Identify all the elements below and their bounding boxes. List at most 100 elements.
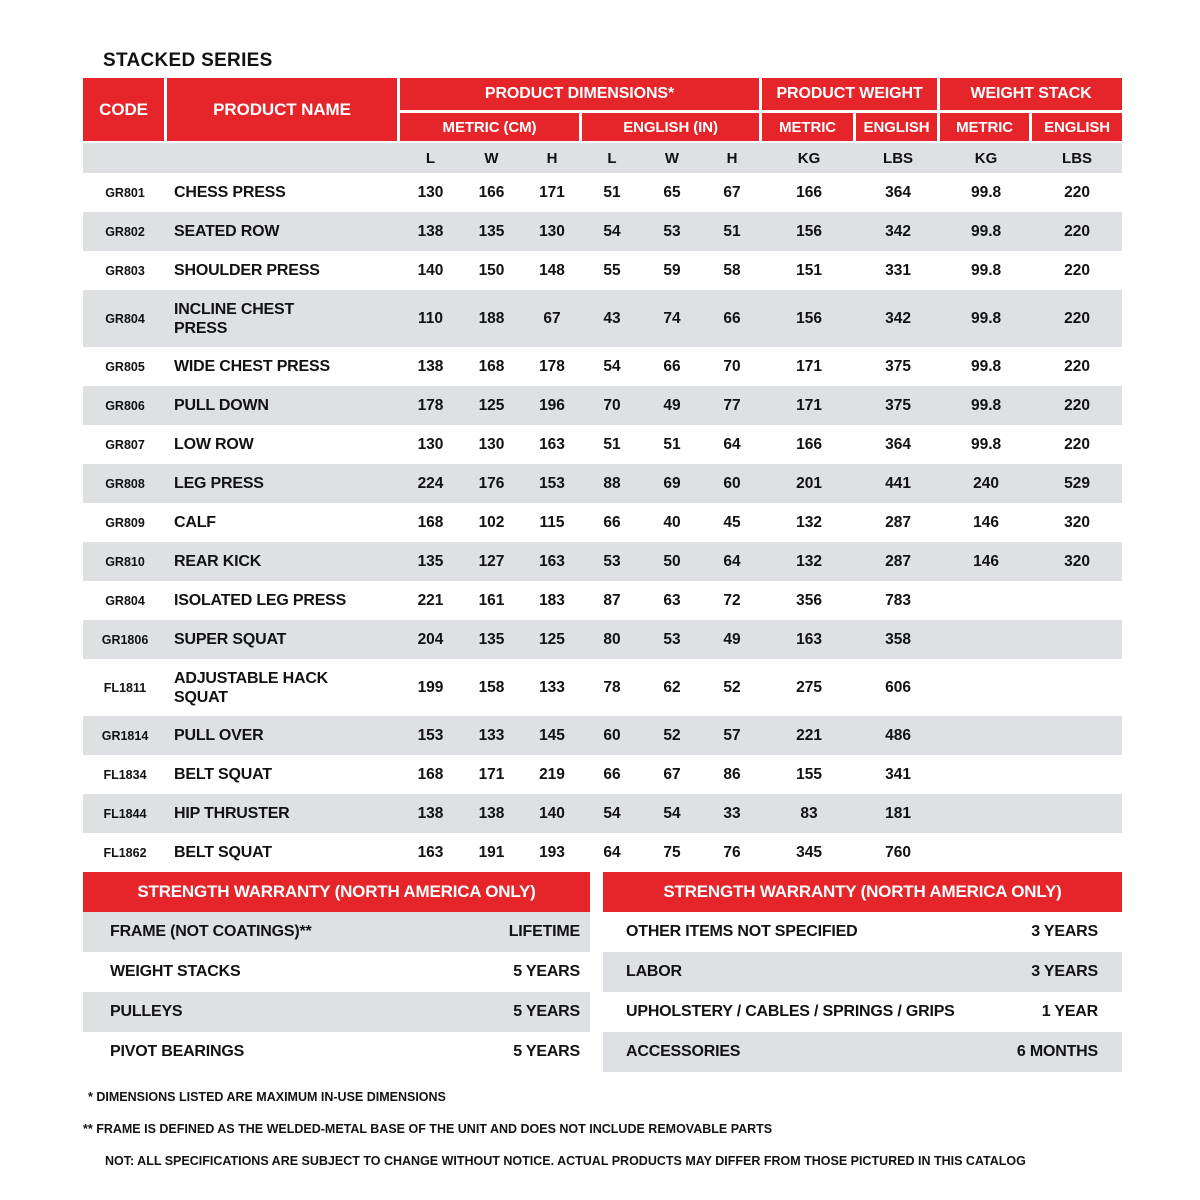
warranty-right-header: STRENGTH WARRANTY (NORTH AMERICA ONLY) — [603, 872, 1122, 912]
spec-value: 155 — [762, 755, 857, 794]
spec-value: 486 — [856, 716, 941, 755]
spec-value: 65 — [642, 173, 702, 212]
spec-value: 78 — [582, 659, 642, 716]
col-header-stack-metric: METRIC — [940, 113, 1033, 143]
warranty-item-label: ACCESSORIES — [626, 1043, 741, 1060]
spec-value: 168 — [400, 503, 461, 542]
spec-value: 54 — [582, 347, 642, 386]
product-name: LEG PRESS — [167, 464, 400, 503]
spec-value: 102 — [461, 503, 522, 542]
spec-value: 77 — [702, 386, 763, 425]
spec-value: 63 — [642, 581, 702, 620]
spec-value: 33 — [702, 794, 763, 833]
spec-value — [1032, 794, 1123, 833]
spec-value: 342 — [856, 290, 941, 347]
spec-value: 161 — [461, 581, 522, 620]
warranty-item-label: WEIGHT STACKS — [110, 963, 241, 980]
page-title: STACKED SERIES — [103, 50, 273, 71]
spec-value: 53 — [642, 212, 702, 251]
spec-value: 133 — [461, 716, 522, 755]
spec-value: 58 — [702, 251, 763, 290]
product-name: WIDE CHEST PRESS — [167, 347, 400, 386]
spec-value: 181 — [856, 794, 941, 833]
spec-value: 127 — [461, 542, 522, 581]
spec-value: 156 — [762, 212, 857, 251]
spec-value: 178 — [522, 347, 582, 386]
spec-value — [1032, 755, 1123, 794]
spec-value: 219 — [522, 755, 582, 794]
spec-value: 356 — [762, 581, 857, 620]
spec-value: 138 — [461, 794, 522, 833]
spec-value: 275 — [762, 659, 857, 716]
subheader-weight-kg: KG — [762, 143, 857, 173]
warranty-row: FRAME (NOT COATINGS)** LIFETIME — [83, 912, 590, 952]
table-row: GR805 WIDE CHEST PRESS 138 168 178 54 66 70 171 3… — [83, 347, 1123, 386]
warranty-section: STRENGTH WARRANTY (NORTH AMERICA ONLY) F… — [83, 872, 1122, 1072]
product-name: SEATED ROW — [167, 212, 400, 251]
spec-value: 74 — [642, 290, 702, 347]
table-row: GR802 SEATED ROW 138 135 130 54 53 51 156 342 99.8… — [83, 212, 1123, 251]
spec-value: 191 — [461, 833, 522, 872]
product-code: GR805 — [83, 347, 167, 386]
table-row: GR807 LOW ROW 130 130 163 51 51 64 166 364 99.8 220 — [83, 425, 1123, 464]
spec-value: 51 — [642, 425, 702, 464]
spec-value: 110 — [400, 290, 461, 347]
spec-value: 220 — [1032, 347, 1123, 386]
spec-value: 342 — [856, 212, 941, 251]
spec-value — [940, 833, 1033, 872]
product-code: GR801 — [83, 173, 167, 212]
spec-value: 115 — [522, 503, 582, 542]
spec-value: 99.8 — [940, 173, 1033, 212]
product-code: GR1806 — [83, 620, 167, 659]
spec-value: 201 — [762, 464, 857, 503]
warranty-row: ACCESSORIES 6 MONTHS — [603, 1032, 1122, 1072]
spec-value: 40 — [642, 503, 702, 542]
warranty-row: UPHOLSTERY / CABLES / SPRINGS / GRIPS 1 Y… — [603, 992, 1122, 1032]
table-row: FL1811 ADJUSTABLE HACK SQUAT 199 158 133 78 62… — [83, 659, 1123, 716]
spec-value: 70 — [702, 347, 763, 386]
spec-value: 183 — [522, 581, 582, 620]
subheader-stack-kg: KG — [940, 143, 1033, 173]
subheader-w-in: W — [642, 143, 702, 173]
product-name: ADJUSTABLE HACK SQUAT — [167, 659, 400, 716]
table-row: GR801 CHESS PRESS 130 166 171 51 65 67 166 364 99.… — [83, 173, 1123, 212]
product-code: FL1862 — [83, 833, 167, 872]
spec-value: 72 — [702, 581, 763, 620]
table-row: GR809 CALF 168 102 115 66 40 45 132 287 146 320 — [83, 503, 1123, 542]
spec-value: 49 — [702, 620, 763, 659]
col-header-weight-stack: WEIGHT STACK — [940, 78, 1123, 113]
spec-value: 130 — [522, 212, 582, 251]
spec-value: 156 — [762, 290, 857, 347]
spec-value: 60 — [702, 464, 763, 503]
spec-value: 60 — [582, 716, 642, 755]
spec-value: 51 — [702, 212, 763, 251]
warranty-left-header: STRENGTH WARRANTY (NORTH AMERICA ONLY) — [83, 872, 590, 912]
product-code: GR802 — [83, 212, 167, 251]
footnote-frame: ** FRAME IS DEFINED AS THE WELDED-METAL … — [83, 1122, 773, 1136]
spec-value: 163 — [522, 542, 582, 581]
product-name: BELT SQUAT — [167, 833, 400, 872]
spec-value: 220 — [1032, 251, 1123, 290]
spec-value: 99.8 — [940, 251, 1033, 290]
warranty-item-label: UPHOLSTERY / CABLES / SPRINGS / GRIPS — [626, 1003, 955, 1020]
footnotes: * DIMENSIONS LISTED ARE MAXIMUM IN-USE D… — [83, 1090, 1122, 1168]
product-code: FL1844 — [83, 794, 167, 833]
subheader-stack-lbs: LBS — [1032, 143, 1123, 173]
warranty-item-label: PULLEYS — [110, 1003, 183, 1020]
spec-value — [940, 659, 1033, 716]
table-row: GR810 REAR KICK 135 127 163 53 50 64 132 287 146 32… — [83, 542, 1123, 581]
spec-value: 45 — [702, 503, 763, 542]
spec-value: 75 — [642, 833, 702, 872]
warranty-row: PIVOT BEARINGS 5 YEARS — [83, 1032, 590, 1072]
product-name: REAR KICK — [167, 542, 400, 581]
spec-value: 163 — [762, 620, 857, 659]
footnote-dimensions: * DIMENSIONS LISTED ARE MAXIMUM IN-USE D… — [88, 1090, 446, 1104]
spec-value: 163 — [400, 833, 461, 872]
spec-value: 53 — [582, 542, 642, 581]
spec-value: 130 — [461, 425, 522, 464]
spec-value: 138 — [400, 212, 461, 251]
spec-value: 529 — [1032, 464, 1123, 503]
subheader-empty — [167, 143, 400, 173]
spec-value: 151 — [762, 251, 857, 290]
spec-value: 76 — [702, 833, 763, 872]
